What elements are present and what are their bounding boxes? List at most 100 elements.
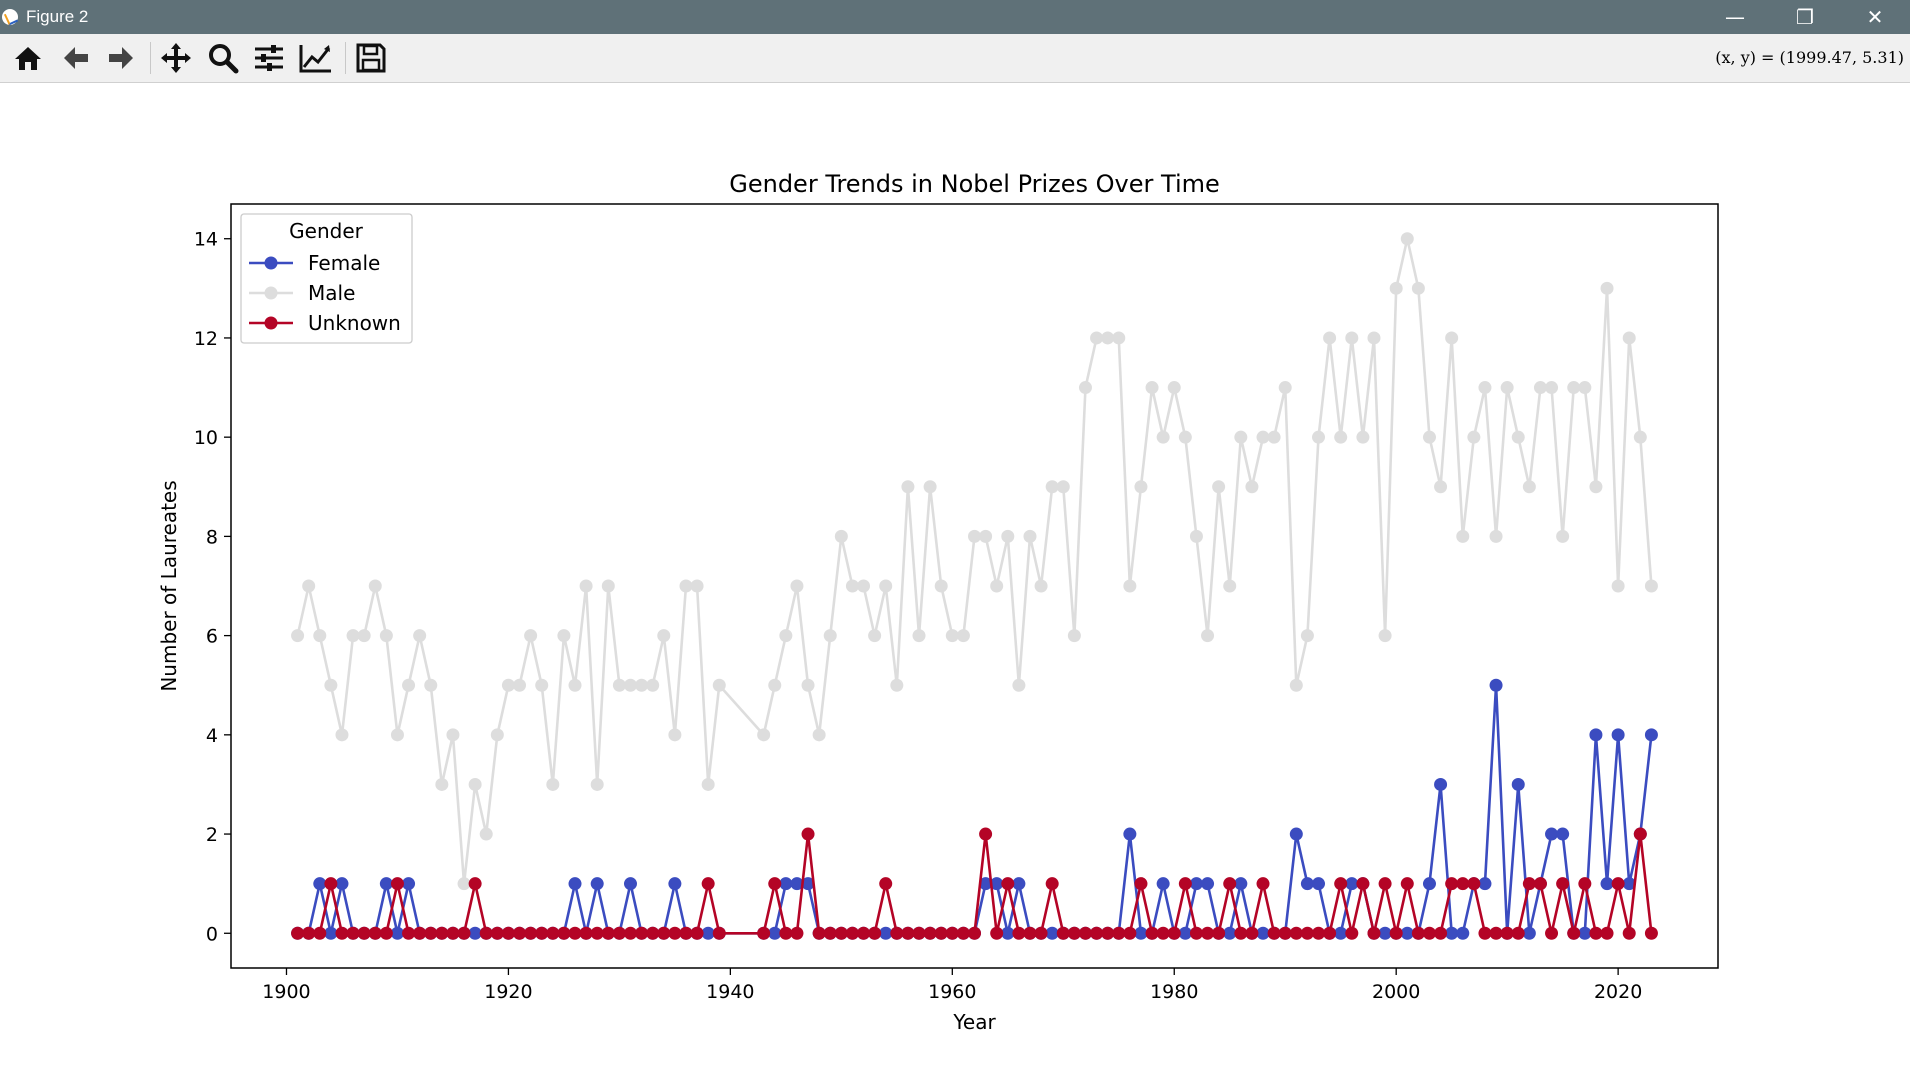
- data-point-male: [546, 777, 560, 791]
- data-point-unknown: [1312, 926, 1326, 940]
- x-tick-label: 1920: [484, 981, 532, 1003]
- data-point-male: [690, 579, 704, 593]
- configure-subplots-icon: [255, 45, 283, 71]
- y-tick-label: 10: [194, 427, 218, 449]
- data-point-unknown: [834, 926, 848, 940]
- data-point-male: [291, 629, 305, 643]
- data-point-male: [1578, 381, 1592, 395]
- data-point-unknown: [1533, 877, 1547, 891]
- data-point-male: [1178, 430, 1192, 444]
- legend-title: Gender: [289, 219, 363, 243]
- data-point-male: [468, 777, 482, 791]
- y-tick-label: 4: [206, 725, 218, 747]
- data-point-unknown: [524, 926, 538, 940]
- forward-button[interactable]: [102, 40, 140, 76]
- close-button[interactable]: ✕: [1866, 5, 1884, 29]
- data-point-unknown: [1156, 926, 1170, 940]
- data-point-female: [324, 926, 338, 940]
- data-point-female: [379, 877, 393, 891]
- data-point-female: [1545, 827, 1559, 841]
- data-point-male: [302, 579, 316, 593]
- data-point-female: [335, 877, 349, 891]
- data-point-unknown: [768, 877, 782, 891]
- data-point-male: [812, 728, 826, 742]
- data-point-male: [1367, 331, 1381, 345]
- pan-button[interactable]: [157, 40, 195, 76]
- data-point-male: [579, 579, 593, 593]
- data-point-unknown: [446, 926, 460, 940]
- data-point-unknown: [1378, 877, 1392, 891]
- data-point-female: [1578, 926, 1592, 940]
- data-point-female: [1012, 877, 1026, 891]
- figure-canvas[interactable]: 1900 1920 1940 1960 1980 2000 2020 0 2 4 6 8 10 12 14 …: [0, 83, 1910, 1079]
- data-point-male: [424, 678, 438, 692]
- data-point-unknown: [1467, 877, 1481, 891]
- legend-label-unknown: Unknown: [308, 311, 401, 335]
- data-point-male: [768, 678, 782, 692]
- data-point-unknown: [990, 926, 1004, 940]
- minimize-button[interactable]: —: [1725, 5, 1745, 29]
- configure-subplots-button[interactable]: [250, 40, 288, 76]
- data-point-unknown: [1278, 926, 1292, 940]
- edit-axis-button[interactable]: [297, 40, 335, 76]
- restore-button[interactable]: ❐: [1796, 5, 1814, 29]
- data-point-unknown: [1001, 877, 1015, 891]
- data-point-female: [1622, 877, 1636, 891]
- data-point-female: [313, 877, 327, 891]
- data-point-female: [779, 877, 793, 891]
- data-point-unknown: [1556, 877, 1570, 891]
- data-point-unknown: [635, 926, 649, 940]
- data-point-male: [1567, 381, 1581, 395]
- data-point-male: [1611, 579, 1625, 593]
- data-point-male: [435, 777, 449, 791]
- data-point-male: [1300, 629, 1314, 643]
- back-button[interactable]: [57, 40, 95, 76]
- data-point-male: [1378, 629, 1392, 643]
- data-point-unknown: [1012, 926, 1026, 940]
- data-point-male: [524, 629, 538, 643]
- data-point-male: [324, 678, 338, 692]
- data-point-female: [390, 926, 404, 940]
- data-point-male: [1012, 678, 1026, 692]
- data-point-female: [990, 877, 1004, 891]
- save-button[interactable]: [352, 40, 390, 76]
- data-point-male: [1500, 381, 1514, 395]
- data-point-unknown: [1511, 926, 1525, 940]
- data-point-male: [1112, 331, 1126, 345]
- data-point-unknown: [1522, 877, 1536, 891]
- data-point-unknown: [457, 926, 471, 940]
- data-point-female: [1434, 777, 1448, 791]
- data-point-female: [1489, 678, 1503, 692]
- data-point-unknown: [779, 926, 793, 940]
- data-point-unknown: [657, 926, 671, 940]
- series-unknown: [291, 827, 1658, 940]
- data-point-unknown: [390, 877, 404, 891]
- data-point-male: [657, 629, 671, 643]
- data-point-male: [501, 678, 515, 692]
- data-point-unknown: [646, 926, 660, 940]
- data-point-female: [1600, 877, 1614, 891]
- data-point-unknown: [956, 926, 970, 940]
- data-point-male: [1023, 529, 1037, 543]
- data-point-male: [757, 728, 771, 742]
- x-tick-label: 1940: [706, 981, 754, 1003]
- data-point-unknown: [757, 926, 771, 940]
- data-point-female: [623, 877, 637, 891]
- data-point-female: [1522, 926, 1536, 940]
- data-point-female: [1189, 877, 1203, 891]
- data-point-unknown: [335, 926, 349, 940]
- data-point-unknown: [490, 926, 504, 940]
- data-point-unknown: [623, 926, 637, 940]
- data-point-unknown: [701, 877, 715, 891]
- data-point-female: [1234, 877, 1248, 891]
- data-point-unknown: [590, 926, 604, 940]
- data-point-unknown: [1434, 926, 1448, 940]
- data-point-male: [1411, 281, 1425, 295]
- plot-area-frame: [230, 203, 1719, 969]
- data-point-male: [945, 629, 959, 643]
- home-button[interactable]: [9, 40, 47, 76]
- zoom-button[interactable]: [204, 40, 242, 76]
- data-point-female: [1456, 926, 1470, 940]
- data-point-unknown: [1489, 926, 1503, 940]
- x-tick-label: 2020: [1594, 981, 1642, 1003]
